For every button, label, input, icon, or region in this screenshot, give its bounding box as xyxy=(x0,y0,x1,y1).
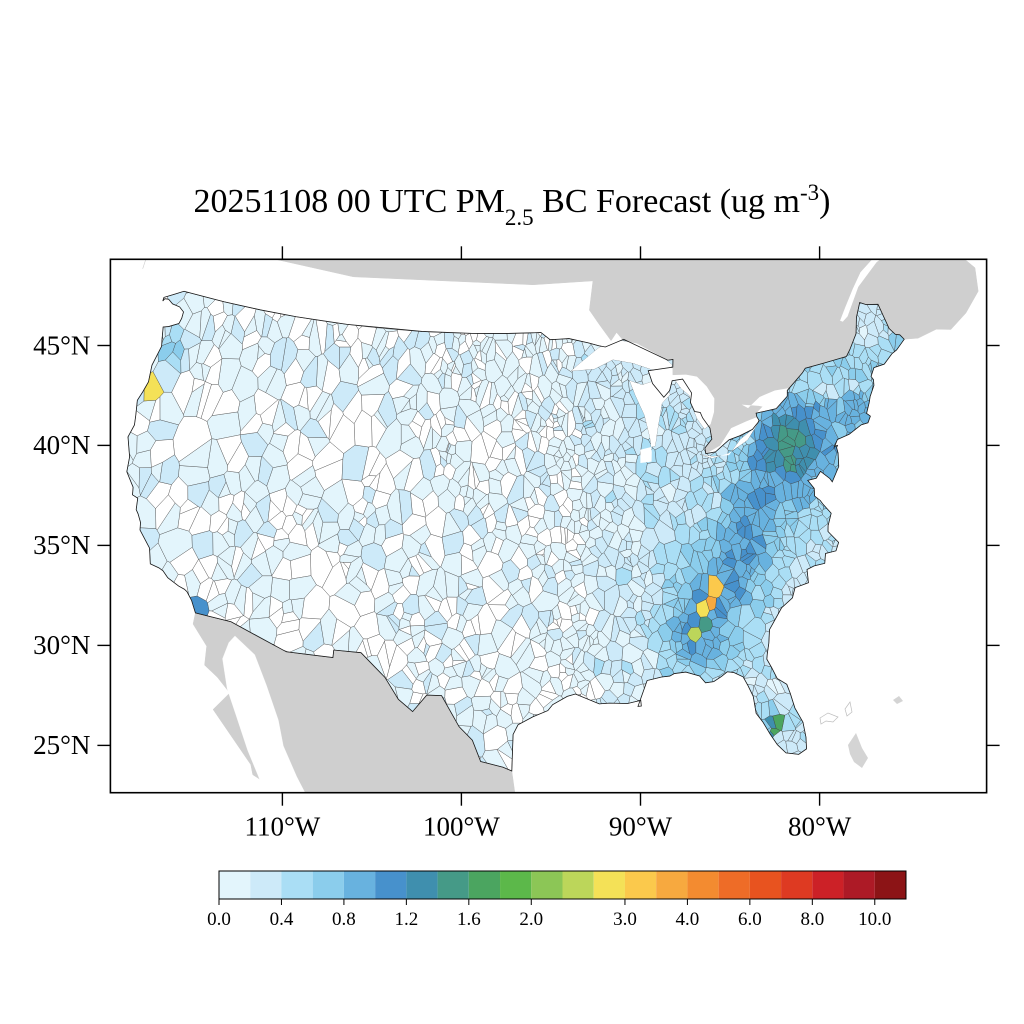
svg-text:1.6: 1.6 xyxy=(457,909,481,930)
svg-text:40°N: 40°N xyxy=(33,430,90,460)
svg-text:2.0: 2.0 xyxy=(519,909,543,930)
svg-text:3.0: 3.0 xyxy=(613,909,637,930)
svg-text:45°N: 45°N xyxy=(33,330,90,360)
svg-text:90°W: 90°W xyxy=(609,812,673,842)
svg-text:25°N: 25°N xyxy=(33,730,90,760)
svg-text:110°W: 110°W xyxy=(245,812,321,842)
svg-text:35°N: 35°N xyxy=(33,530,90,560)
svg-text:4.0: 4.0 xyxy=(676,909,700,930)
svg-text:6.0: 6.0 xyxy=(738,909,762,930)
svg-text:1.2: 1.2 xyxy=(394,909,418,930)
svg-text:10.0: 10.0 xyxy=(858,909,891,930)
svg-text:0.8: 0.8 xyxy=(332,909,356,930)
svg-text:0.4: 0.4 xyxy=(270,909,294,930)
svg-text:100°W: 100°W xyxy=(423,812,500,842)
svg-text:0.0: 0.0 xyxy=(207,909,231,930)
svg-text:8.0: 8.0 xyxy=(800,909,824,930)
svg-text:30°N: 30°N xyxy=(33,630,90,660)
svg-text:80°W: 80°W xyxy=(788,812,852,842)
